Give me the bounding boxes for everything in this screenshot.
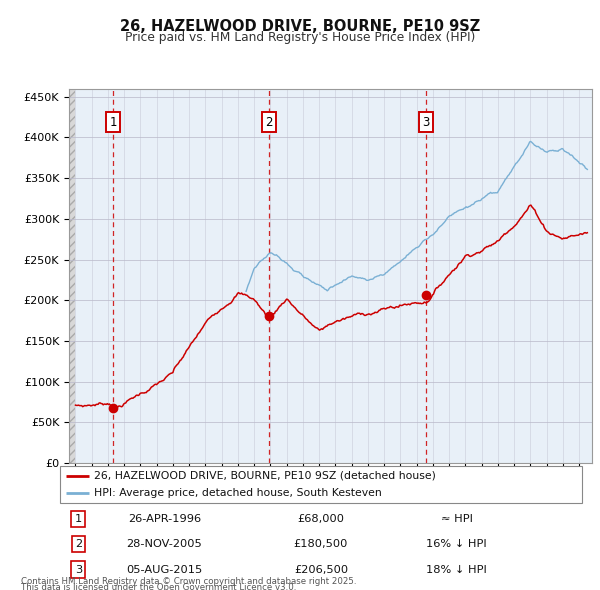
Text: 18% ↓ HPI: 18% ↓ HPI — [426, 565, 487, 575]
Text: This data is licensed under the Open Government Licence v3.0.: This data is licensed under the Open Gov… — [21, 583, 296, 590]
Text: HPI: Average price, detached house, South Kesteven: HPI: Average price, detached house, Sout… — [94, 488, 382, 498]
Text: Price paid vs. HM Land Registry's House Price Index (HPI): Price paid vs. HM Land Registry's House … — [125, 31, 475, 44]
Text: 2: 2 — [265, 116, 273, 129]
Text: 05-AUG-2015: 05-AUG-2015 — [126, 565, 203, 575]
Text: 2: 2 — [75, 539, 82, 549]
Text: 26-APR-1996: 26-APR-1996 — [128, 514, 201, 524]
Text: 1: 1 — [74, 514, 82, 524]
Text: Contains HM Land Registry data © Crown copyright and database right 2025.: Contains HM Land Registry data © Crown c… — [21, 578, 356, 586]
Text: £206,500: £206,500 — [294, 565, 348, 575]
Text: 16% ↓ HPI: 16% ↓ HPI — [427, 539, 487, 549]
Text: 26, HAZELWOOD DRIVE, BOURNE, PE10 9SZ: 26, HAZELWOOD DRIVE, BOURNE, PE10 9SZ — [120, 19, 480, 34]
Bar — [69, 88, 76, 463]
Text: 26, HAZELWOOD DRIVE, BOURNE, PE10 9SZ (detached house): 26, HAZELWOOD DRIVE, BOURNE, PE10 9SZ (d… — [94, 471, 436, 481]
Text: 1: 1 — [109, 116, 117, 129]
Text: ≈ HPI: ≈ HPI — [441, 514, 473, 524]
Text: £180,500: £180,500 — [294, 539, 348, 549]
Text: 3: 3 — [422, 116, 430, 129]
Text: 3: 3 — [74, 565, 82, 575]
Text: £68,000: £68,000 — [298, 514, 344, 524]
FancyBboxPatch shape — [60, 466, 582, 503]
Text: 28-NOV-2005: 28-NOV-2005 — [127, 539, 202, 549]
